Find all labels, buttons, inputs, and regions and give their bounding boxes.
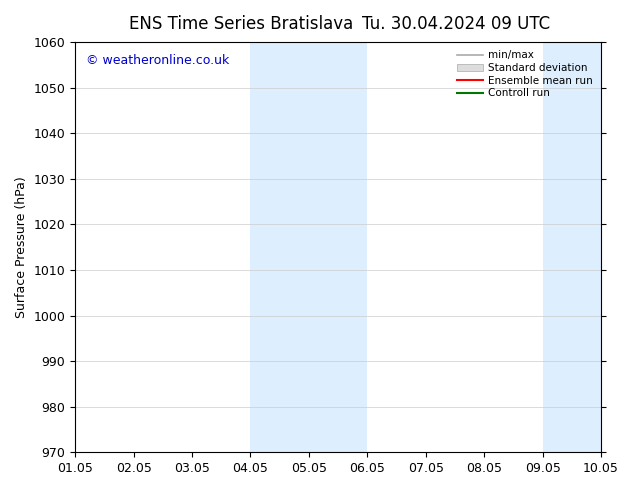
Y-axis label: Surface Pressure (hPa): Surface Pressure (hPa) — [15, 176, 28, 318]
Bar — [250, 42, 309, 452]
Legend: min/max, Standard deviation, Ensemble mean run, Controll run: min/max, Standard deviation, Ensemble me… — [453, 47, 596, 101]
Bar — [543, 42, 601, 452]
Bar — [309, 42, 367, 452]
Text: © weatheronline.co.uk: © weatheronline.co.uk — [86, 54, 229, 67]
Text: Tu. 30.04.2024 09 UTC: Tu. 30.04.2024 09 UTC — [363, 15, 550, 33]
Text: ENS Time Series Bratislava: ENS Time Series Bratislava — [129, 15, 353, 33]
Title: ENS Time Series Bratislava    Tu. 30.04.2024 09 UTC: ENS Time Series Bratislava Tu. 30.04.202… — [0, 489, 1, 490]
